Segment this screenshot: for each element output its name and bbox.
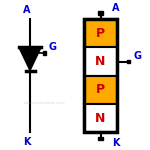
Text: A: A	[112, 3, 119, 13]
Text: P: P	[96, 83, 105, 96]
Bar	[43, 51, 46, 55]
Text: G: G	[134, 51, 141, 61]
Bar	[98, 137, 103, 140]
Text: electronicsarea.com: electronicsarea.com	[24, 101, 66, 105]
Bar	[98, 11, 103, 15]
Bar	[84, 19, 117, 47]
Text: N: N	[95, 55, 106, 68]
Polygon shape	[19, 47, 41, 70]
Bar	[84, 76, 117, 104]
Text: A: A	[23, 5, 31, 15]
Text: G: G	[48, 42, 56, 52]
Bar	[84, 19, 117, 132]
Text: K: K	[112, 138, 119, 148]
Text: N: N	[95, 112, 106, 125]
Bar	[84, 47, 117, 76]
Bar	[127, 60, 130, 63]
Bar	[84, 104, 117, 132]
Text: P: P	[96, 27, 105, 40]
Text: K: K	[23, 137, 31, 147]
